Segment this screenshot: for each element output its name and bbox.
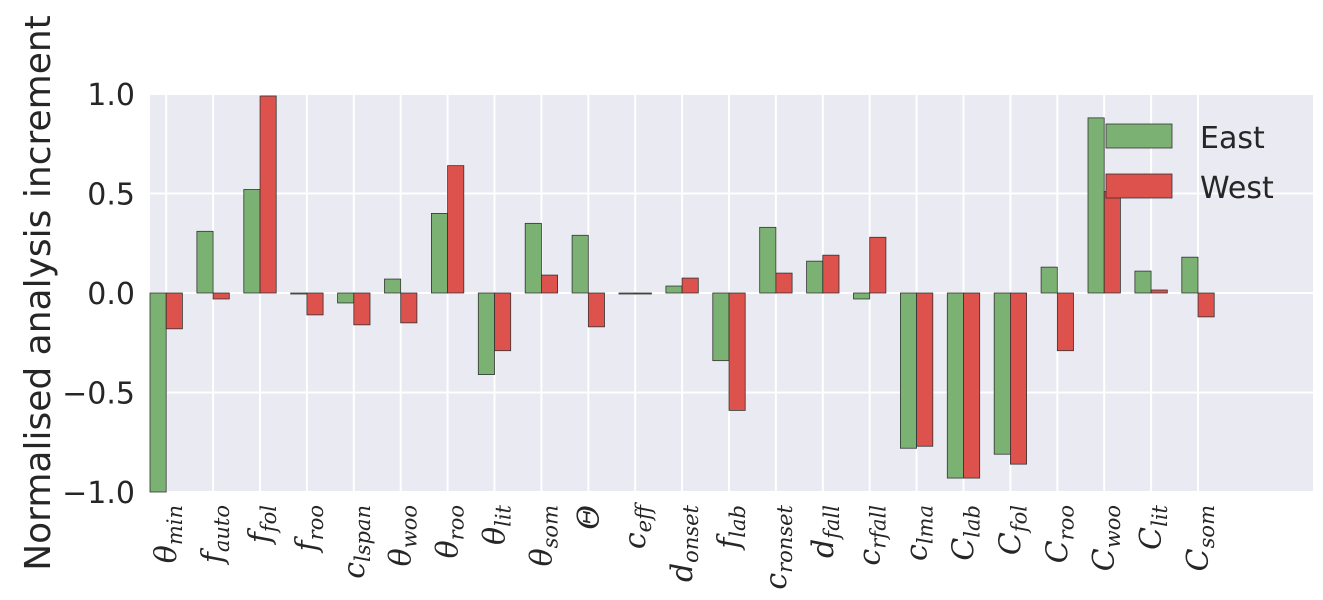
bar-east-9 [571, 234, 589, 294]
bar-east-17 [946, 292, 964, 479]
bar-east-8 [524, 222, 542, 294]
bar-west-21 [1150, 289, 1168, 294]
bar-east-2 [243, 189, 261, 294]
bar-east-15 [853, 292, 871, 300]
bar-east-0 [149, 292, 167, 493]
bar-east-18 [993, 292, 1011, 455]
bar-west-9 [587, 292, 605, 328]
legend-swatch-west [1105, 173, 1173, 199]
bar-west-7 [494, 292, 512, 352]
bar-east-7 [477, 292, 495, 375]
bar-east-19 [1040, 266, 1058, 294]
y-tick-label: 1.0 [87, 78, 135, 113]
x-tick-label: Cfol [993, 505, 1031, 555]
bar-east-13 [759, 226, 777, 294]
x-tick-label: donset [665, 504, 703, 582]
bar-west-10 [634, 292, 652, 295]
bar-west-13 [775, 272, 793, 294]
legend: East West [1105, 121, 1274, 206]
bar-west-20 [1103, 191, 1121, 294]
bar-east-11 [665, 285, 683, 294]
bar-east-1 [196, 230, 214, 294]
bar-west-11 [681, 277, 699, 294]
bar-east-21 [1134, 270, 1152, 294]
x-tick-label: Croo [1040, 505, 1078, 563]
bar-east-4 [337, 292, 355, 304]
x-tick-label: θroo [431, 505, 469, 558]
x-tick-label: Clit [1134, 504, 1172, 549]
bar-east-3 [290, 292, 308, 295]
y-tick-label: 0.5 [87, 178, 135, 213]
bar-west-17 [963, 292, 981, 479]
y-tick-labels: 1.0 0.5 0.0 −0.5 −1.0 [62, 78, 135, 511]
y-tick-label: 0.0 [87, 277, 135, 312]
x-tick-label: froo [290, 505, 328, 553]
x-tick-label: Clab [947, 505, 985, 561]
x-tick-label: clma [900, 505, 938, 561]
bar-east-5 [384, 278, 402, 294]
bar-west-0 [165, 292, 183, 330]
x-tick-label: ceff [618, 502, 656, 549]
bar-west-6 [447, 165, 465, 294]
bar-west-2 [259, 95, 277, 294]
x-tick-label: Csom [1181, 505, 1219, 571]
x-tick-label: Θ [571, 505, 606, 530]
bar-west-14 [822, 254, 840, 294]
bar-west-12 [728, 292, 746, 411]
legend-label-west: West [1200, 171, 1274, 206]
x-tick-label: θsom [524, 505, 562, 566]
x-tick-label: Cwoo [1087, 505, 1125, 571]
bar-east-12 [712, 292, 730, 362]
bar-west-8 [541, 274, 559, 294]
bar-east-22 [1181, 256, 1199, 294]
bar-east-14 [806, 260, 824, 294]
bar-west-22 [1197, 292, 1215, 318]
x-tick-label: ffol [243, 505, 281, 545]
bar-east-6 [430, 212, 448, 294]
y-tick-label: −0.5 [62, 377, 135, 412]
bar-west-4 [353, 292, 371, 326]
legend-swatch-east [1105, 123, 1173, 149]
x-tick-label: clspan [337, 505, 375, 579]
x-tick-label: fauto [196, 505, 234, 565]
bar-west-16 [916, 292, 934, 447]
legend-label-east: East [1200, 121, 1265, 156]
x-tick-label: θlit [478, 504, 516, 544]
bar-west-15 [869, 236, 887, 294]
bar-west-5 [400, 292, 418, 324]
x-tick-label: θwoo [384, 505, 422, 566]
bar-west-19 [1056, 292, 1074, 352]
bar-east-20 [1087, 117, 1105, 294]
bars [149, 95, 1215, 493]
x-tick-label: crfall [853, 505, 891, 566]
bar-east-10 [618, 292, 636, 295]
bar-west-3 [306, 292, 324, 316]
x-tick-label: cronset [759, 504, 797, 589]
bar-west-1 [212, 292, 230, 300]
y-axis-label: Normalised analysis increment [18, 15, 59, 571]
x-tick-label: flab [712, 505, 750, 551]
bar-west-18 [1010, 292, 1028, 465]
y-tick-label: −1.0 [62, 476, 135, 511]
x-tick-label: dfall [806, 505, 844, 558]
bar-east-16 [900, 292, 918, 449]
x-tick-label: θmin [149, 505, 187, 563]
